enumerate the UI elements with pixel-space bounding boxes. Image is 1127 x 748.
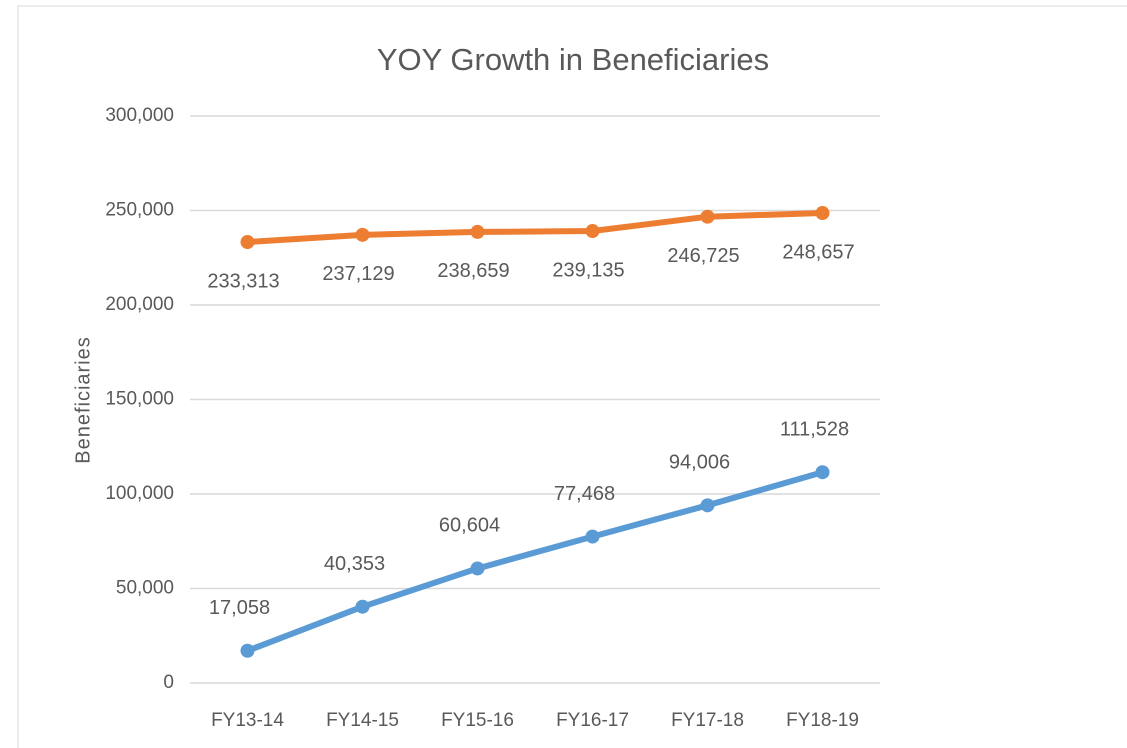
y-tick-label: 0	[163, 672, 174, 693]
data-label: 233,313	[207, 270, 279, 292]
data-point	[585, 529, 600, 544]
x-tick-label: FY16-17	[556, 710, 629, 731]
x-tick-label: FY17-18	[671, 710, 744, 731]
data-label: 77,468	[554, 483, 615, 505]
data-point	[585, 224, 600, 239]
data-label: 60,604	[439, 515, 500, 537]
x-tick-label: FY18-19	[786, 710, 859, 731]
series-line	[244, 469, 826, 654]
data-label: 246,725	[667, 245, 739, 267]
data-label: 237,129	[322, 263, 394, 285]
y-tick-label: 250,000	[105, 200, 174, 221]
data-point	[815, 465, 830, 480]
x-tick-label: FY13-14	[211, 710, 284, 731]
data-label: 239,135	[552, 259, 624, 281]
x-tick-label: FY14-15	[326, 710, 399, 731]
y-tick-label: 100,000	[105, 483, 174, 504]
data-point	[700, 209, 715, 224]
series-line	[244, 210, 826, 246]
data-label: 248,657	[782, 241, 854, 263]
chart-border	[17, 5, 1127, 748]
data-point	[470, 561, 485, 576]
data-point	[240, 643, 255, 658]
data-label: 40,353	[324, 553, 385, 575]
data-label: 17,058	[209, 597, 270, 619]
y-axis-label: Beneficiaries	[72, 336, 94, 464]
data-point	[815, 206, 830, 221]
y-tick-label: 200,000	[105, 294, 174, 315]
data-point	[355, 227, 370, 242]
data-point	[355, 599, 370, 614]
data-label: 111,528	[780, 418, 849, 440]
chart-title: YOY Growth in Beneficiaries	[377, 42, 769, 77]
data-point	[240, 235, 255, 250]
data-point	[700, 498, 715, 513]
y-tick-label: 50,000	[116, 578, 174, 599]
x-tick-label: FY15-16	[441, 710, 514, 731]
data-label: 238,659	[437, 260, 509, 282]
y-tick-label: 150,000	[105, 389, 174, 410]
data-label: 94,006	[669, 452, 730, 474]
data-point	[470, 224, 485, 239]
y-tick-label: 300,000	[105, 105, 174, 126]
